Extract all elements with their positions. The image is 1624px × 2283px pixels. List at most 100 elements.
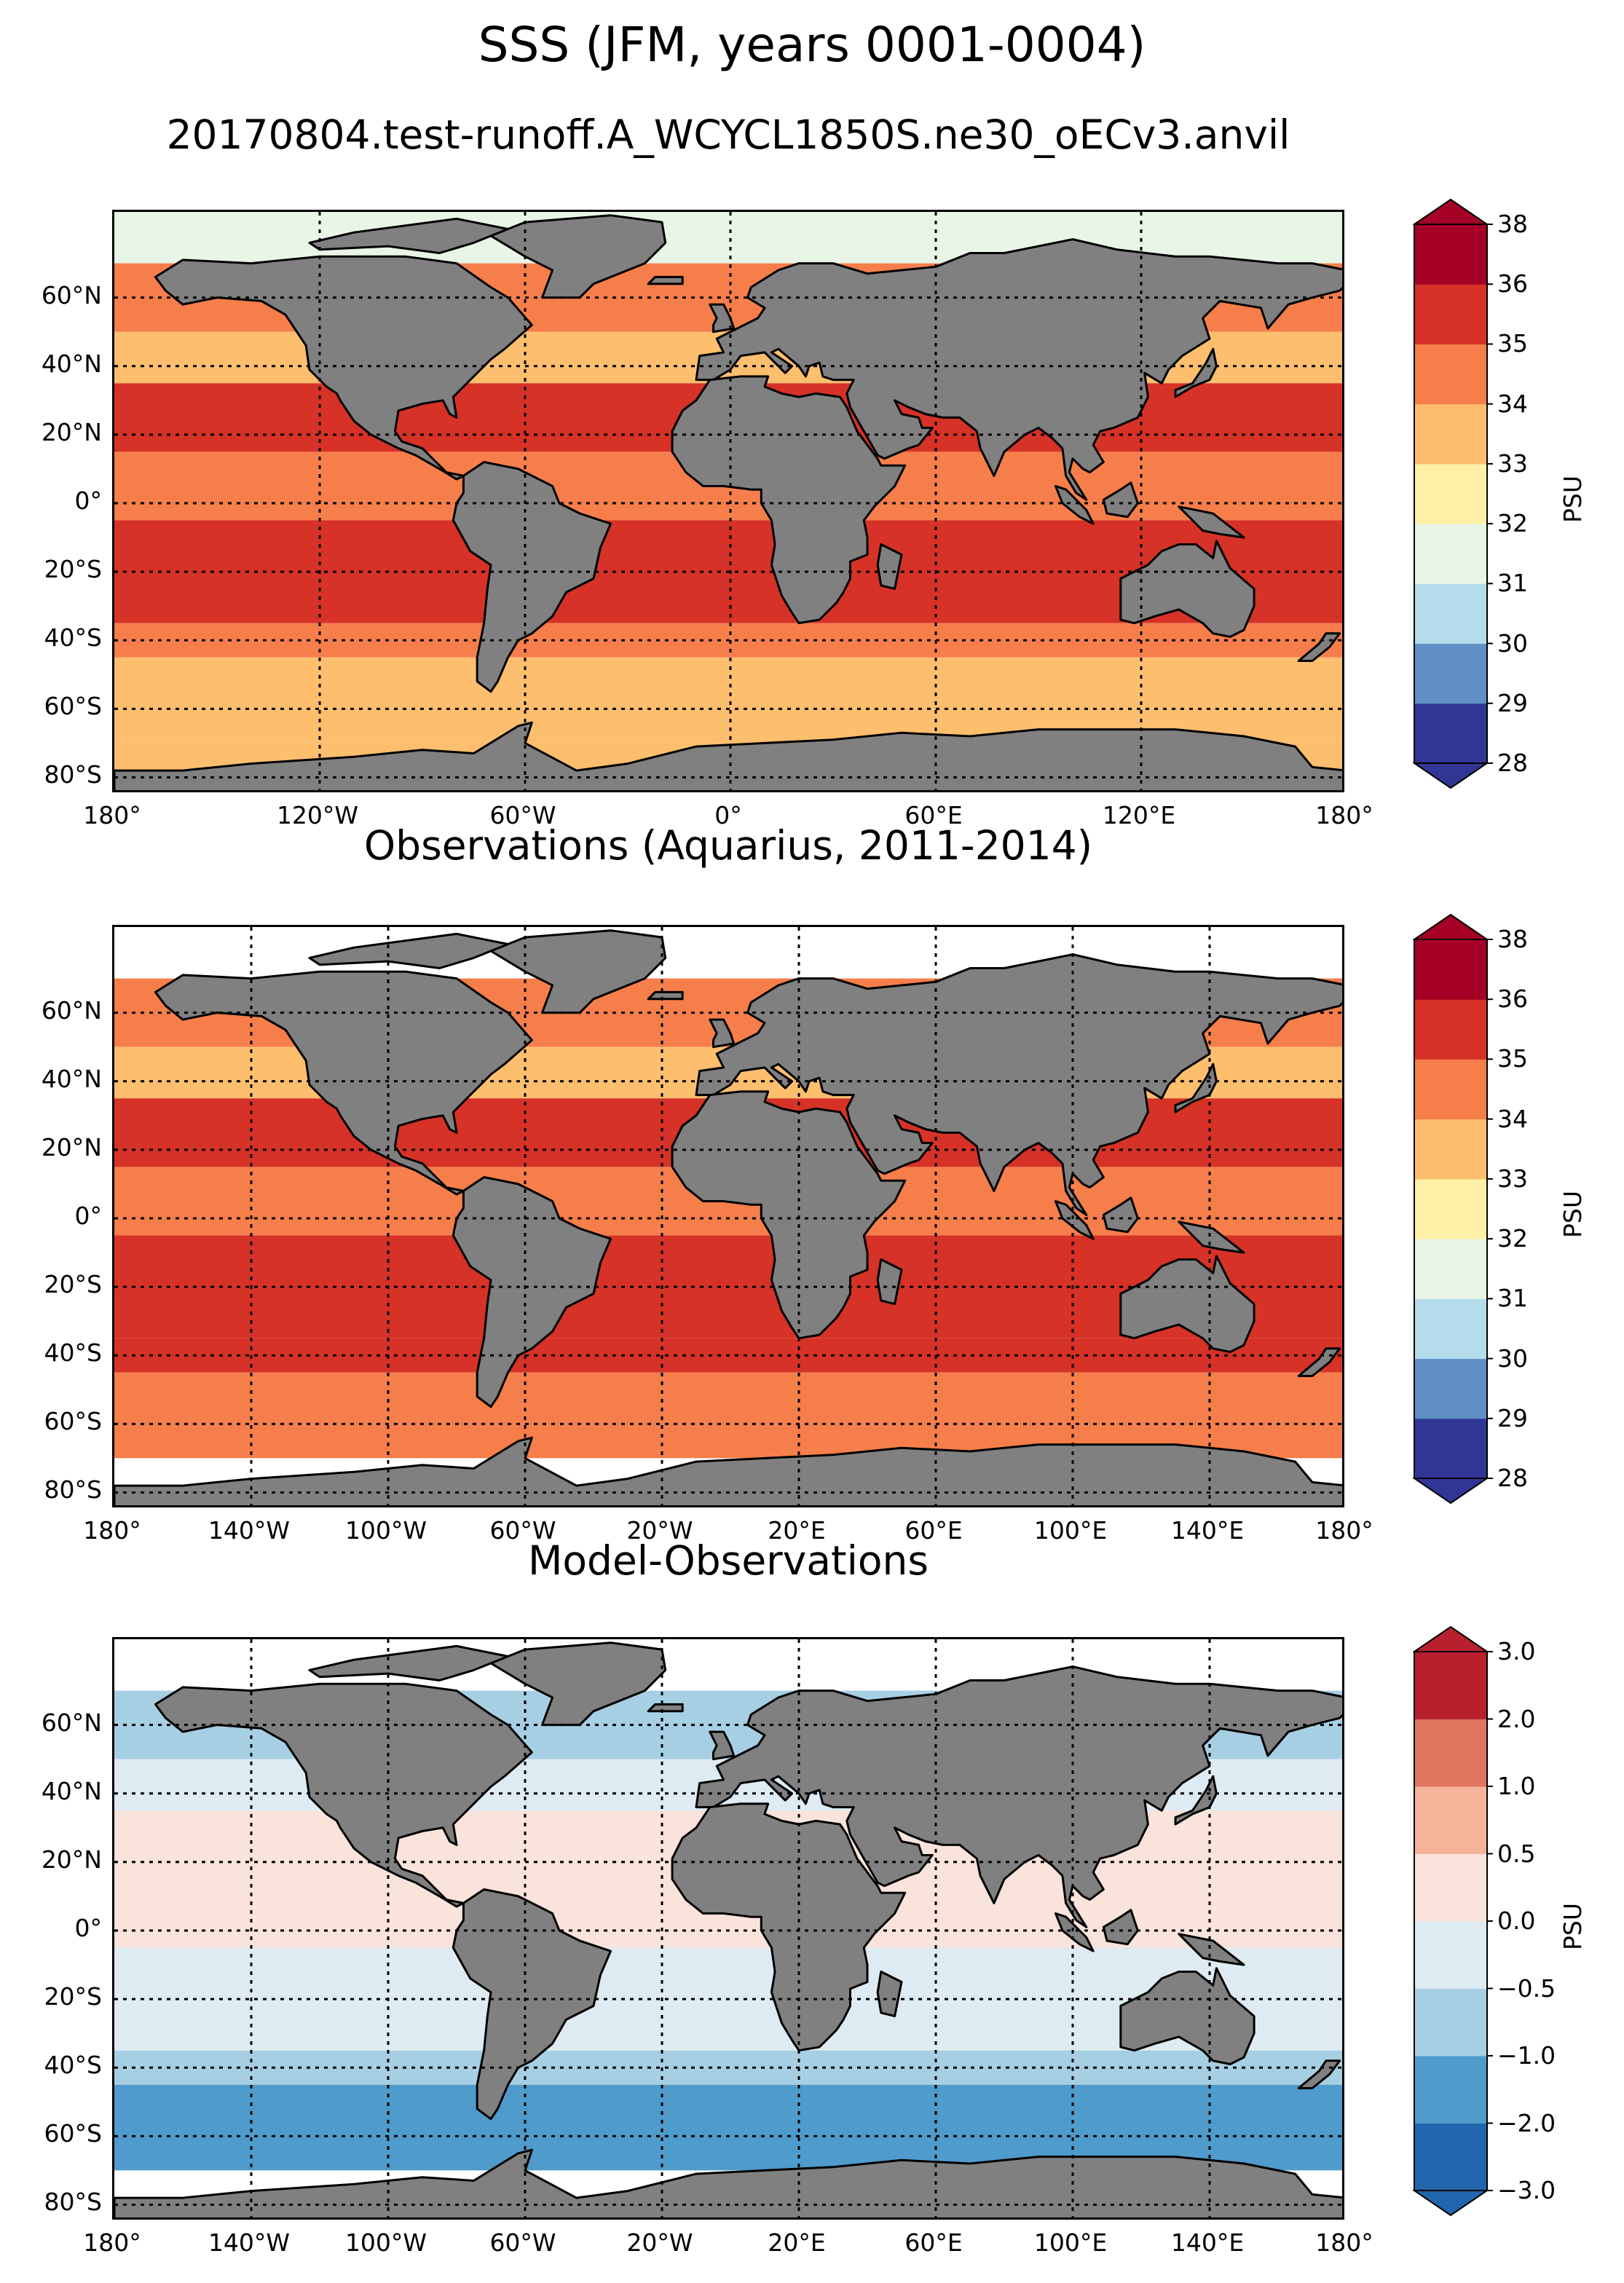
land-africa <box>671 1090 907 1340</box>
figure-title: SSS (JFM, years 0001-0004) <box>478 17 1146 73</box>
run-name-subtitle: 20170804.test-runoff.A_WCYCL1850S.ne30_o… <box>166 111 1290 158</box>
colorbar-extend-min <box>1413 2190 1490 2217</box>
colorbar-tick-label: 35 <box>1497 1044 1528 1073</box>
lat-tick-label: 0° <box>74 486 103 515</box>
land-namerica <box>154 255 533 481</box>
colorbar-unit-label: PSU <box>1558 1190 1587 1238</box>
lat-tick-label: 0° <box>74 1914 103 1942</box>
colorbar-1 <box>1413 913 1493 1505</box>
lon-tick-label: 100°E <box>1033 2228 1108 2257</box>
lon-tick-label: 140°W <box>208 1516 291 1545</box>
colorbar-swatch <box>1414 1418 1487 1479</box>
colorbar-swatch <box>1414 463 1487 524</box>
colorbar-unit-label: PSU <box>1558 1902 1587 1950</box>
colorbar-tick-label: 32 <box>1497 1224 1528 1253</box>
lon-tick-label: 180° <box>1315 1516 1373 1545</box>
lat-tick-label: 60°N <box>41 1708 102 1737</box>
colorbar-unit-label: PSU <box>1558 475 1587 523</box>
land-africa <box>671 1802 907 2052</box>
colorbar-tick-label: 36 <box>1497 269 1528 299</box>
lat-tick-label: 80°S <box>44 760 102 789</box>
land-samerica <box>452 461 612 693</box>
lat-tick-label: 40°N <box>41 1064 102 1093</box>
colorbar-swatch <box>1414 1119 1487 1180</box>
colorbar-tick-label: 35 <box>1497 329 1528 358</box>
colorbar-swatch <box>1414 583 1487 644</box>
lon-tick-label: 20°E <box>768 2228 826 2257</box>
land-uk <box>709 303 736 334</box>
map-panel-1 <box>112 925 1344 1507</box>
land-antarctica <box>114 1436 1342 1505</box>
land-namerica <box>154 1682 533 1908</box>
land-madagascar <box>876 543 903 591</box>
lon-tick-label: 120°E <box>1102 801 1176 829</box>
lat-tick-label: 20°S <box>44 1982 102 2011</box>
colorbar-swatch <box>1414 284 1487 344</box>
lat-tick-label: 60°S <box>44 1407 102 1436</box>
lat-tick-label: 20°S <box>44 555 102 584</box>
lon-tick-label: 120°W <box>276 801 359 829</box>
colorbar-swatch <box>1414 1059 1487 1120</box>
colorbar-swatch <box>1414 224 1487 285</box>
land-sumatra <box>1055 1912 1095 1952</box>
lon-tick-label: 60°W <box>489 2228 556 2257</box>
land-newguinea <box>1178 1221 1245 1254</box>
map-plot-0 <box>114 212 1342 790</box>
land-newguinea <box>1178 1933 1245 1966</box>
lat-tick-label: 60°N <box>41 280 102 309</box>
colorbar-swatch <box>1414 344 1487 405</box>
lon-tick-label: 180° <box>1315 2228 1373 2257</box>
colorbar-extend-max <box>1413 913 1490 940</box>
lat-tick-label: 40°N <box>41 1776 102 1805</box>
colorbar-tick-label: 1.0 <box>1497 1772 1536 1800</box>
lon-tick-label: 0° <box>714 801 742 829</box>
land-uk <box>709 1018 736 1049</box>
lon-tick-label: 140°W <box>208 2228 291 2257</box>
colorbar-swatch <box>1414 1988 1487 2057</box>
colorbar-tick-label: 29 <box>1497 1403 1528 1432</box>
land-uk <box>709 1730 736 1761</box>
colorbar-tick-label: 34 <box>1497 389 1528 418</box>
colorbar-extend-max <box>1413 1625 1490 1652</box>
lat-tick-label: 20°N <box>41 1132 102 1162</box>
colorbar-tick-label: −0.5 <box>1497 1974 1556 2003</box>
land-newguinea <box>1178 505 1245 539</box>
colorbar-swatch <box>1414 939 1487 1000</box>
land-madagascar <box>876 1258 903 1306</box>
land-eurasia <box>695 238 1342 501</box>
land-australia <box>1119 1967 1256 2065</box>
lat-tick-label: 0° <box>74 1202 103 1230</box>
colorbar-tick-label: 3.0 <box>1497 1637 1536 1665</box>
lat-tick-label: 80°S <box>44 1475 102 1505</box>
colorbar-tick-label: 31 <box>1497 1284 1528 1313</box>
colorbar-tick-label: 28 <box>1497 1464 1528 1492</box>
land-greenland <box>489 929 667 1014</box>
colorbar-swatch <box>1414 524 1487 584</box>
lon-tick-label: 60°E <box>904 1516 963 1545</box>
colorbar-swatch <box>1414 703 1487 764</box>
map-plot-2 <box>114 1639 1342 2217</box>
colorbar-swatch <box>1414 1239 1487 1299</box>
map-panel-2 <box>112 1637 1344 2220</box>
colorbar-tick-label: 32 <box>1497 509 1528 538</box>
lon-tick-label: 180° <box>83 801 141 829</box>
lon-tick-label: 140°E <box>1170 1516 1245 1545</box>
lat-tick-label: 40°S <box>44 1338 102 1368</box>
land-antarctica <box>114 2148 1342 2217</box>
lon-tick-label: 180° <box>83 1516 141 1545</box>
lon-tick-label: 60°E <box>904 2228 963 2257</box>
land-africa <box>671 375 907 625</box>
colorbar-swatch <box>1414 1298 1487 1360</box>
land-greenland <box>489 214 667 299</box>
land-eurasia <box>695 1665 1342 1928</box>
colorbar-tick-label: 34 <box>1497 1104 1528 1133</box>
lon-tick-label: 20°W <box>626 2228 693 2257</box>
lon-tick-label: 60°W <box>489 801 556 829</box>
colorbar-tick-label: 29 <box>1497 688 1528 717</box>
colorbar-swatch <box>1414 2123 1487 2191</box>
land-japan <box>1174 347 1218 398</box>
lat-tick-label: 60°S <box>44 692 102 721</box>
colorbar-swatch <box>1414 2056 1487 2124</box>
colorbar-tick-label: 2.0 <box>1497 1704 1536 1733</box>
lon-tick-label: 20°W <box>626 1516 693 1545</box>
